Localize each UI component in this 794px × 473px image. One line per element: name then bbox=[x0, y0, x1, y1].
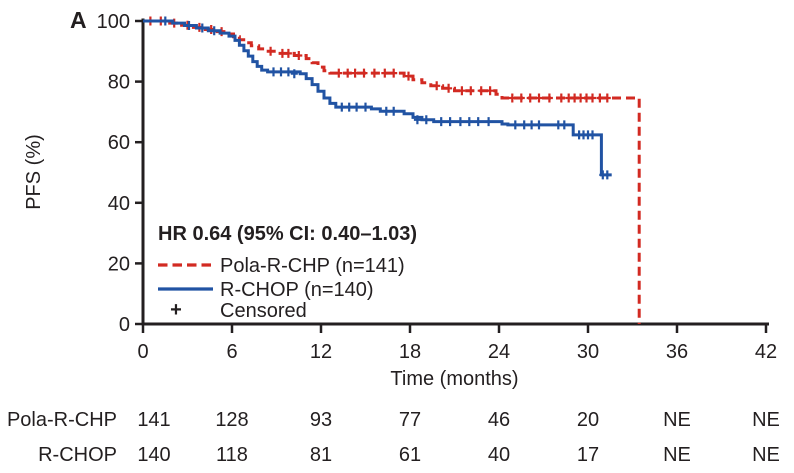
x-tick-label: 6 bbox=[226, 341, 237, 363]
legend-label-r-chop: R-CHOP (n=140) bbox=[220, 279, 374, 301]
risk-value: 93 bbox=[310, 409, 332, 431]
risk-value: 118 bbox=[216, 444, 248, 466]
x-tick-label: 24 bbox=[488, 341, 510, 363]
y-tick-label: 40 bbox=[108, 193, 130, 215]
hr-annotation: HR 0.64 (95% CI: 0.40–1.03) bbox=[158, 223, 417, 245]
risk-value: NE bbox=[752, 409, 780, 431]
risk-value: 17 bbox=[577, 444, 599, 466]
x-tick-label: 12 bbox=[310, 341, 332, 363]
pfs-curve-pola-r-chp bbox=[143, 19, 641, 324]
legend-censored-label: Censored bbox=[220, 300, 307, 322]
y-tick-label: 20 bbox=[108, 253, 130, 275]
x-tick-label: 0 bbox=[137, 341, 148, 363]
risk-row-label-pola-r-chp: Pola-R-CHP bbox=[7, 409, 117, 431]
legend-censored-symbol: + bbox=[170, 299, 182, 321]
risk-value: NE bbox=[663, 444, 691, 466]
x-tick-label: 36 bbox=[666, 341, 688, 363]
censor-marks-r-chop bbox=[161, 16, 611, 180]
legend-label-pola-r-chp: Pola-R-CHP (n=141) bbox=[220, 255, 405, 277]
risk-value: 20 bbox=[577, 409, 599, 431]
x-tick-label: 42 bbox=[755, 341, 777, 363]
risk-value: 141 bbox=[137, 409, 170, 431]
risk-value: 128 bbox=[215, 409, 248, 431]
panel-label: A bbox=[70, 7, 87, 33]
risk-value: 46 bbox=[488, 409, 510, 431]
risk-row-label-r-chop: R-CHOP bbox=[38, 444, 117, 466]
risk-value: 61 bbox=[399, 444, 421, 466]
x-tick-label: 30 bbox=[577, 341, 599, 363]
y-tick-label: 100 bbox=[97, 11, 130, 33]
risk-value: 40 bbox=[488, 444, 510, 466]
y-tick-label: 0 bbox=[119, 314, 130, 336]
risk-value: NE bbox=[752, 444, 780, 466]
risk-value: 81 bbox=[310, 444, 332, 466]
risk-value: 140 bbox=[137, 444, 170, 466]
y-tick-label: 80 bbox=[108, 72, 130, 94]
risk-value: NE bbox=[663, 409, 691, 431]
y-tick-label: 60 bbox=[108, 132, 130, 154]
x-axis-title: Time (months) bbox=[390, 368, 518, 390]
x-tick-label: 18 bbox=[399, 341, 421, 363]
y-axis-title: PFS (%) bbox=[23, 134, 45, 210]
risk-value: 77 bbox=[399, 409, 421, 431]
